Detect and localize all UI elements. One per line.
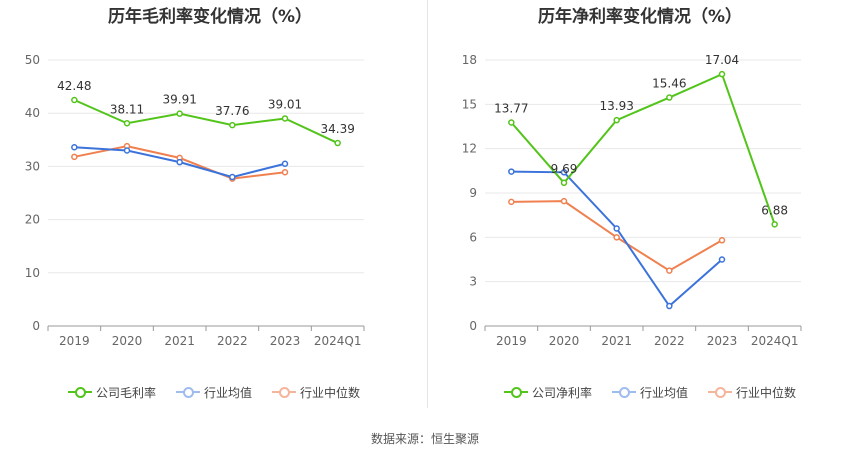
data-point-avg [71, 143, 78, 151]
data-label-company: 13.93 [599, 99, 633, 113]
data-point-company [281, 115, 289, 122]
legend-item-company-gross[interactable]: 公司毛利率 [68, 384, 156, 401]
data-label-company: 6.88 [761, 203, 788, 217]
data-label-company: 39.91 [162, 93, 196, 107]
y-tick-label: 30 [25, 159, 40, 173]
data-point-company [229, 121, 236, 129]
data-label-company: 42.48 [57, 79, 91, 93]
x-tick-label: 2023 [270, 334, 301, 348]
legend-swatch-median [708, 385, 733, 399]
data-point-avg [281, 160, 289, 167]
data-point-median [508, 198, 515, 206]
x-tick-label: 2019 [496, 334, 527, 348]
net-margin-chart: 0 3 6 9 12 15 18 2019 2020 2021 2022 2023 2024Q1 13.7… [462, 53, 802, 348]
series-line-company [73, 99, 339, 144]
x-tick-label: 2019 [59, 334, 90, 348]
legend-item-median-gross[interactable]: 行业中位数 [272, 384, 360, 401]
legend-label-avg: 行业均值 [204, 385, 253, 400]
legend-swatch-company [68, 385, 92, 399]
panel-divider [427, 0, 428, 408]
y-tick-label: 0 [32, 319, 40, 333]
data-point-avg [508, 168, 515, 175]
data-label-company: 34.39 [320, 122, 354, 136]
data-point-avg [176, 158, 183, 166]
data-point-company [176, 110, 183, 117]
legend-swatch-avg [612, 385, 637, 399]
legend-label-median: 行业中位数 [300, 385, 361, 400]
legend-item-avg-net[interactable]: 行业均值 [612, 384, 688, 401]
data-point-avg [666, 302, 673, 310]
data-point-company [508, 119, 515, 126]
legend-item-company-net[interactable]: 公司净利率 [504, 384, 592, 401]
data-point-median [666, 267, 673, 274]
x-tick-label: 2024Q1 [314, 334, 362, 348]
data-point-median [71, 153, 78, 161]
legend-swatch-avg [176, 385, 201, 399]
y-tick-label: 50 [25, 53, 40, 67]
source-note: 数据来源：恒生聚源 [370, 432, 479, 446]
y-tick-label: 40 [25, 106, 40, 120]
y-tick-label: 3 [469, 275, 477, 289]
data-point-company [123, 120, 131, 127]
data-point-company [334, 139, 341, 147]
x-tick-label: 2024Q1 [751, 334, 799, 348]
data-point-median [560, 197, 568, 205]
data-label-company: 39.01 [268, 97, 302, 111]
x-tick-label: 2022 [217, 334, 248, 348]
x-tick-label: 2020 [112, 334, 143, 348]
data-point-avg [229, 173, 236, 181]
data-label-company: 17.04 [705, 53, 739, 67]
x-tick-label: 2020 [549, 334, 580, 348]
data-point-median [718, 237, 726, 244]
data-point-median [613, 234, 620, 241]
legend-item-avg-gross[interactable]: 行业均值 [176, 384, 252, 401]
data-label-company: 15.46 [652, 77, 686, 91]
data-point-avg [613, 225, 620, 232]
data-point-avg [123, 147, 131, 154]
y-tick-label: 10 [25, 266, 40, 280]
legend-item-median-net[interactable]: 行业中位数 [708, 384, 796, 401]
data-point-company [613, 116, 620, 124]
legend-label-avg: 行业均值 [640, 385, 689, 400]
legend-gross-margin: 公司毛利率 行业均值 行业中位数 [68, 382, 360, 402]
y-tick-label: 15 [462, 97, 477, 111]
data-label-company: 37.76 [215, 104, 249, 118]
data-point-company [560, 179, 568, 187]
legend-swatch-median [272, 385, 297, 399]
y-tick-label: 12 [462, 142, 477, 156]
data-point-company [718, 70, 726, 78]
legend-label-company: 公司毛利率 [96, 385, 157, 400]
chart-title-gross-margin: 历年毛利率变化情况（%） [107, 7, 313, 27]
data-label-company: 9.69 [551, 162, 578, 176]
y-tick-label: 20 [25, 213, 40, 227]
data-point-company [71, 96, 78, 104]
legend-swatch-company [504, 385, 528, 399]
series-line-company [510, 72, 776, 225]
y-tick-label: 0 [469, 319, 477, 333]
x-tick-label: 2023 [707, 334, 738, 348]
legend-net-margin: 公司净利率 行业均值 行业中位数 [504, 382, 796, 402]
y-tick-label: 6 [469, 230, 477, 244]
legend-label-median: 行业中位数 [736, 385, 797, 400]
x-tick-label: 2021 [601, 334, 632, 348]
legend-label-company: 公司净利率 [532, 385, 593, 400]
gross-margin-chart: 0 10 20 30 40 50 2019 2020 2021 2022 2023 2024Q1 42.… [25, 53, 365, 348]
data-point-avg [718, 256, 726, 263]
chart-title-net-margin: 历年净利率变化情况（%） [537, 7, 743, 27]
data-point-avg [560, 169, 568, 176]
x-tick-label: 2022 [654, 334, 685, 348]
data-label-company: 13.77 [494, 102, 528, 116]
y-tick-label: 9 [469, 186, 477, 200]
data-point-company [666, 94, 673, 101]
data-point-company [771, 221, 778, 228]
y-tick-label: 18 [462, 53, 477, 67]
x-tick-label: 2021 [164, 334, 195, 348]
data-point-median [281, 169, 289, 176]
data-label-company: 38.11 [110, 102, 144, 116]
